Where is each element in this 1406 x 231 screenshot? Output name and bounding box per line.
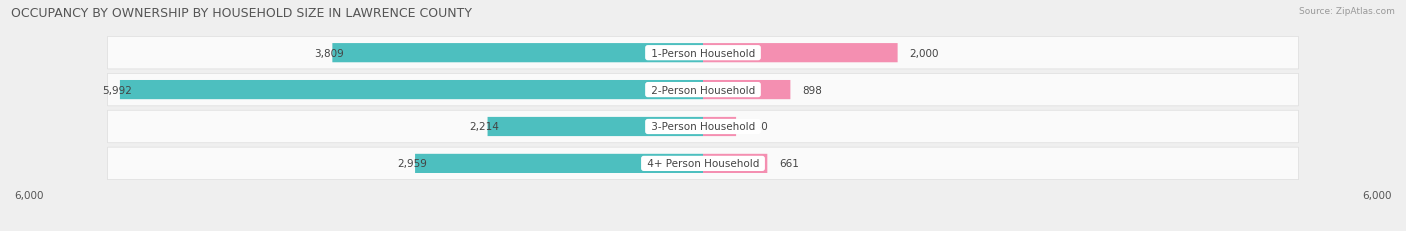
FancyBboxPatch shape	[415, 154, 703, 173]
Text: 2-Person Household: 2-Person Household	[648, 85, 758, 95]
Text: Source: ZipAtlas.com: Source: ZipAtlas.com	[1299, 7, 1395, 16]
Text: 2,000: 2,000	[910, 49, 939, 58]
FancyBboxPatch shape	[703, 117, 737, 137]
Text: 898: 898	[801, 85, 823, 95]
Text: 661: 661	[779, 159, 799, 169]
FancyBboxPatch shape	[332, 44, 703, 63]
Text: 3-Person Household: 3-Person Household	[648, 122, 758, 132]
FancyBboxPatch shape	[703, 81, 790, 100]
FancyBboxPatch shape	[120, 81, 703, 100]
FancyBboxPatch shape	[107, 148, 1299, 180]
Text: 3,809: 3,809	[315, 49, 344, 58]
FancyBboxPatch shape	[107, 74, 1299, 106]
Text: 4+ Person Household: 4+ Person Household	[644, 159, 762, 169]
Text: OCCUPANCY BY OWNERSHIP BY HOUSEHOLD SIZE IN LAWRENCE COUNTY: OCCUPANCY BY OWNERSHIP BY HOUSEHOLD SIZE…	[11, 7, 472, 20]
FancyBboxPatch shape	[107, 37, 1299, 70]
Text: 340: 340	[748, 122, 768, 132]
FancyBboxPatch shape	[488, 117, 703, 137]
Text: 6,000: 6,000	[1362, 190, 1392, 200]
Text: 1-Person Household: 1-Person Household	[648, 49, 758, 58]
FancyBboxPatch shape	[703, 154, 768, 173]
FancyBboxPatch shape	[703, 44, 897, 63]
Text: 5,992: 5,992	[101, 85, 132, 95]
Text: 2,214: 2,214	[470, 122, 499, 132]
Text: 6,000: 6,000	[14, 190, 44, 200]
Text: 2,959: 2,959	[396, 159, 427, 169]
FancyBboxPatch shape	[107, 111, 1299, 143]
